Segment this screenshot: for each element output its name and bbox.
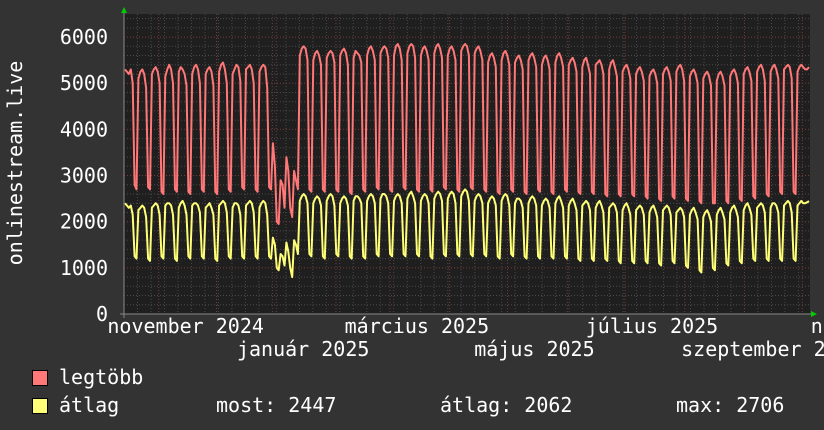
y-tick-labels: 0 1000 2000 3000 4000 5000 6000: [60, 25, 108, 326]
series-lines: [124, 43, 810, 279]
y-tick-label: 5000: [60, 71, 108, 95]
y-tick-label: 3000: [60, 164, 108, 188]
legend-swatch-max: [32, 370, 48, 386]
x-tick-label: május 2025: [474, 337, 594, 361]
stat-average: átlag: 2062: [440, 393, 573, 417]
legend-label-avg: átlag: [59, 393, 120, 417]
x-tick-label: március 2025: [345, 314, 490, 338]
x-tick-label: július 2025: [586, 314, 718, 338]
series-line-max: [124, 43, 810, 225]
x-tick-label: szeptember 2025: [681, 337, 824, 361]
legend-swatch-avg: [32, 398, 48, 414]
y-tick-label: 0: [96, 302, 108, 326]
y-tick-label: 2000: [60, 210, 108, 234]
x-tick-label: november 2024: [107, 314, 264, 338]
stat-max: max: 2706: [676, 393, 785, 417]
y-axis-label: onlinestream.live: [3, 61, 27, 266]
x-axis-arrow-icon: [811, 311, 817, 317]
stat-now: most: 2447: [216, 393, 337, 417]
x-tick-label: november 2025: [811, 314, 824, 338]
y-tick-label: 4000: [60, 117, 108, 141]
y-tick-label: 1000: [60, 256, 108, 280]
x-tick-label: január 2025: [237, 337, 369, 361]
series-line-avg: [124, 188, 810, 279]
legend-label-max: legtöbb: [59, 365, 144, 389]
y-axis-arrow-icon: [121, 7, 127, 13]
plot-area: [124, 14, 810, 314]
y-tick-label: 6000: [60, 25, 108, 49]
